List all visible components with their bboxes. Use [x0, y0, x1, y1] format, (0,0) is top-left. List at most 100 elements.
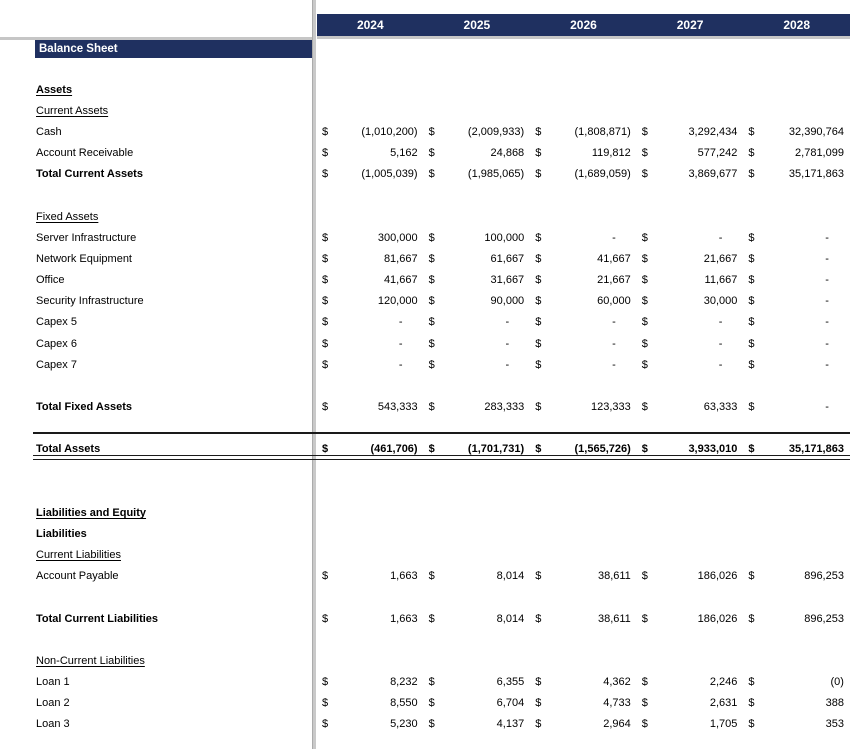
value-cell-2025[interactable]: $ 90,000	[424, 295, 531, 307]
row-label-cell[interactable]: Liabilities	[36, 528, 87, 541]
value-cell-2028[interactable]: $ 388	[743, 697, 850, 709]
value-cell-2024[interactable]: $ (1,005,039)	[317, 168, 424, 180]
value-cell-2028[interactable]: $ -	[743, 316, 850, 328]
value-cell-2028[interactable]: $ -	[743, 232, 850, 244]
value-cell-2026[interactable]: $ 21,667	[530, 274, 637, 286]
value-cell-2028[interactable]: $ 32,390,764	[743, 126, 850, 138]
value-cell-2027[interactable]: $ -	[637, 316, 744, 328]
value-cell-2027[interactable]: $ -	[637, 338, 744, 350]
value-cell-2027[interactable]: $ 577,242	[637, 147, 744, 159]
value-cell-2026[interactable]: $ -	[530, 232, 637, 244]
value-cell-2027[interactable]: $ 3,292,434	[637, 126, 744, 138]
value-cell-2026[interactable]: $ 2,964	[530, 718, 637, 730]
row-label-cell[interactable]: Cash	[36, 126, 62, 139]
value-cell-2025[interactable]: $ 6,704	[424, 697, 531, 709]
value-cell-2025[interactable]: $ (1,701,731)	[424, 443, 531, 455]
value-cell-2024[interactable]: $ -	[317, 338, 424, 350]
value-cell-2027[interactable]: $ 63,333	[637, 401, 744, 413]
value-cell-2028[interactable]: $ 353	[743, 718, 850, 730]
value-cell-2028[interactable]: $ 896,253	[743, 613, 850, 625]
value-cell-2026[interactable]: $ (1,808,871)	[530, 126, 637, 138]
value-cell-2028[interactable]: $ 896,253	[743, 570, 850, 582]
value-cell-2028[interactable]: $ 35,171,863	[743, 443, 850, 455]
value-cell-2026[interactable]: $ 119,812	[530, 147, 637, 159]
row-label-cell[interactable]: Total Current Liabilities	[36, 612, 159, 625]
value-cell-2025[interactable]: $ 8,014	[424, 570, 531, 582]
frozen-pane-divider[interactable]	[312, 0, 316, 749]
row-label-cell[interactable]: Loan 1	[36, 676, 70, 689]
value-cell-2024[interactable]: $ 1,663	[317, 570, 424, 582]
value-cell-2027[interactable]: $ 3,933,010	[637, 443, 744, 455]
row-label-cell[interactable]: Loan 2	[36, 697, 70, 710]
value-cell-2025[interactable]: $ (2,009,933)	[424, 126, 531, 138]
year-header-cell[interactable]: 2026	[570, 18, 597, 32]
value-cell-2027[interactable]: $ 186,026	[637, 570, 744, 582]
value-cell-2026[interactable]: $ -	[530, 316, 637, 328]
value-cell-2028[interactable]: $ -	[743, 359, 850, 371]
row-label-cell[interactable]: Non-Current Liabilities	[36, 654, 145, 667]
value-cell-2026[interactable]: $ 38,611	[530, 613, 637, 625]
value-cell-2025[interactable]: $ -	[424, 316, 531, 328]
year-header-cell[interactable]: 2028	[783, 18, 811, 32]
value-cell-2026[interactable]: $ (1,689,059)	[530, 168, 637, 180]
row-label-cell[interactable]: Network Equipment	[36, 252, 132, 265]
sheet-title-bar[interactable]: Balance Sheet	[35, 40, 312, 58]
value-cell-2028[interactable]: $ -	[743, 338, 850, 350]
row-label-cell[interactable]: Office	[36, 274, 65, 287]
value-cell-2028[interactable]: $ (0)	[743, 676, 850, 688]
value-cell-2028[interactable]: $ -	[743, 295, 850, 307]
value-cell-2027[interactable]: $ 186,026	[637, 613, 744, 625]
value-cell-2026[interactable]: $ 4,362	[530, 676, 637, 688]
year-header-cell[interactable]: 2025	[463, 18, 491, 32]
value-cell-2027[interactable]: $ 11,667	[637, 274, 744, 286]
value-cell-2024[interactable]: $ 120,000	[317, 295, 424, 307]
row-label-cell[interactable]: Capex 6	[36, 337, 77, 350]
row-label-cell[interactable]: Total Current Assets	[36, 168, 143, 181]
value-cell-2025[interactable]: $ 6,355	[424, 676, 531, 688]
value-cell-2027[interactable]: $ -	[637, 359, 744, 371]
row-label-cell[interactable]: Capex 7	[36, 358, 77, 371]
value-cell-2027[interactable]: $ 2,631	[637, 697, 744, 709]
value-cell-2027[interactable]: $ 3,869,677	[637, 168, 744, 180]
value-cell-2025[interactable]: $ -	[424, 338, 531, 350]
value-cell-2024[interactable]: $ 81,667	[317, 253, 424, 265]
row-label-cell[interactable]: Liabilities and Equity	[36, 506, 147, 519]
row-label-cell[interactable]: Security Infrastructure	[36, 295, 144, 308]
value-cell-2028[interactable]: $ 35,171,863	[743, 168, 850, 180]
value-cell-2027[interactable]: $ -	[637, 232, 744, 244]
year-header-cell[interactable]: 2024	[356, 18, 384, 32]
value-cell-2025[interactable]: $ -	[424, 359, 531, 371]
value-cell-2027[interactable]: $ 21,667	[637, 253, 744, 265]
value-cell-2024[interactable]: $ 8,550	[317, 697, 424, 709]
value-cell-2024[interactable]: $ 8,232	[317, 676, 424, 688]
row-label-cell[interactable]: Fixed Assets	[36, 210, 99, 223]
value-cell-2026[interactable]: $ -	[530, 338, 637, 350]
value-cell-2024[interactable]: $ (461,706)	[317, 443, 424, 455]
row-label-cell[interactable]: Account Payable	[36, 570, 119, 583]
value-cell-2024[interactable]: $ 41,667	[317, 274, 424, 286]
value-cell-2025[interactable]: $ 8,014	[424, 613, 531, 625]
value-cell-2025[interactable]: $ 31,667	[424, 274, 531, 286]
value-cell-2028[interactable]: $ 2,781,099	[743, 147, 850, 159]
value-cell-2025[interactable]: $ 24,868	[424, 147, 531, 159]
value-cell-2024[interactable]: $ -	[317, 359, 424, 371]
value-cell-2028[interactable]: $ -	[743, 274, 850, 286]
value-cell-2025[interactable]: $ (1,985,065)	[424, 168, 531, 180]
value-cell-2027[interactable]: $ 2,246	[637, 676, 744, 688]
value-cell-2025[interactable]: $ 4,137	[424, 718, 531, 730]
value-cell-2024[interactable]: $ (1,010,200)	[317, 126, 424, 138]
value-cell-2024[interactable]: $ 5,230	[317, 718, 424, 730]
value-cell-2026[interactable]: $ 4,733	[530, 697, 637, 709]
row-label-cell[interactable]: Current Liabilities	[36, 549, 121, 562]
row-label-cell[interactable]: Loan 3	[36, 718, 70, 731]
value-cell-2026[interactable]: $ 60,000	[530, 295, 637, 307]
value-cell-2024[interactable]: $ 300,000	[317, 232, 424, 244]
row-label-cell[interactable]: Server Infrastructure	[36, 231, 137, 244]
value-cell-2026[interactable]: $ (1,565,726)	[530, 443, 637, 455]
row-label-cell[interactable]: Current Assets	[36, 104, 109, 117]
value-cell-2024[interactable]: $ -	[317, 316, 424, 328]
row-label-cell[interactable]: Account Receivable	[36, 147, 134, 160]
row-label-cell[interactable]: Assets	[36, 83, 73, 96]
value-cell-2025[interactable]: $ 100,000	[424, 232, 531, 244]
value-cell-2024[interactable]: $ 5,162	[317, 147, 424, 159]
